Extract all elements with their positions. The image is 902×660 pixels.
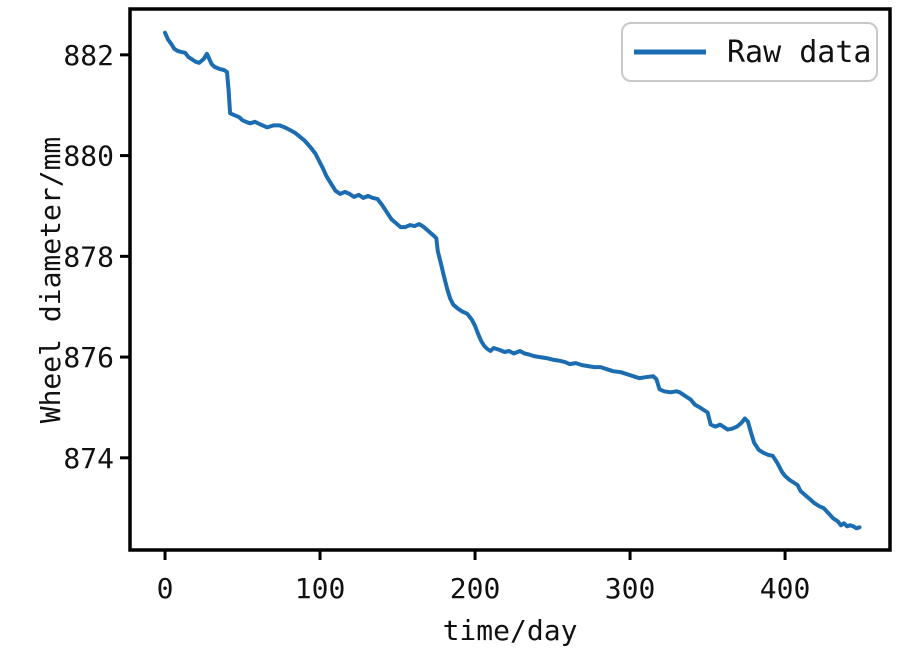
y-tick-label: 878: [63, 240, 114, 273]
x-tick-label: 300: [605, 572, 656, 605]
x-tick-label: 100: [295, 572, 346, 605]
x-tick-label: 0: [157, 572, 174, 605]
y-tick-label: 882: [63, 39, 114, 72]
raw-data-line: [163, 30, 862, 531]
x-tick-label: 200: [450, 572, 501, 605]
legend-label: Raw data: [727, 35, 872, 70]
legend-box: [621, 22, 878, 82]
x-tick-label: 400: [760, 572, 811, 605]
x-axis-tick-labels: 0 100 200 300 400: [157, 572, 811, 605]
x-axis-label: time/day: [443, 614, 578, 647]
y-tick-label: 876: [63, 341, 114, 374]
y-tick-label: 880: [63, 140, 114, 173]
y-axis-tick-labels: 874 876 878 880 882: [63, 39, 114, 475]
y-tick-label: 874: [63, 442, 114, 475]
plot-area-border: [128, 7, 892, 552]
y-axis-ticks: [120, 53, 130, 460]
y-axis-label: Wheel diameter/mm: [34, 137, 67, 424]
legend: Raw data: [621, 22, 878, 82]
x-axis-ticks: [163, 550, 787, 560]
